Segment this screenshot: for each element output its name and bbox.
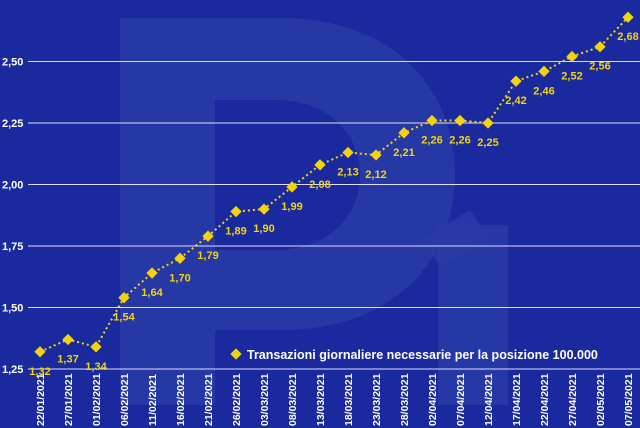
x-tick-label: 28/03/2021 [399,373,411,426]
legend: Transazioni giornaliere necessarie per l… [230,348,598,362]
data-point [258,203,270,215]
data-point [90,341,102,353]
data-label: 2,42 [505,95,526,107]
data-label: 1,64 [141,287,163,299]
x-tick-label: 23/03/2021 [371,373,383,426]
x-tick-label: 17/04/2021 [511,373,523,426]
data-label: 2,26 [421,135,442,147]
x-tick-label: 07/05/2021 [623,373,635,426]
data-point [538,65,550,77]
x-tick-label: 06/02/2021 [119,373,131,426]
data-label: 2,25 [477,137,498,149]
x-tick-label: 07/04/2021 [455,373,467,426]
x-axis: 22/01/2021 27/01/2021 01/02/2021 06/02/2021… [35,373,635,426]
data-label: 1,99 [281,201,302,213]
data-point [34,346,46,358]
x-tick-label: 21/02/2021 [203,373,215,426]
data-label: 1,79 [197,250,218,262]
data-point [314,159,326,171]
data-label: 1,37 [57,353,78,365]
legend-marker [230,348,242,360]
x-tick-label: 26/02/2021 [231,373,243,426]
data-label: 1,54 [113,312,135,324]
x-tick-label: 22/04/2021 [539,373,551,426]
data-label: 2,46 [533,85,554,97]
data-label: 2,68 [617,31,638,43]
data-label: 1,90 [253,223,274,235]
x-tick-label: 12/04/2021 [483,373,495,426]
data-point [398,127,410,139]
x-tick-label: 13/03/2021 [315,373,327,426]
data-label: 1,34 [85,361,107,373]
data-point [286,181,298,193]
watermark-logo [120,18,508,405]
data-point [146,267,158,279]
data-label: 1,70 [169,272,190,284]
data-point [174,252,186,264]
data-point [62,333,74,346]
x-tick-label: 02/05/2021 [595,373,607,426]
y-axis: 1,25 1,50 1,75 2,00 2,25 2,50 [2,57,23,377]
y-tick-label: 1,75 [2,241,23,253]
data-label: 2,12 [365,169,386,181]
data-label: 2,13 [337,167,358,179]
data-point [482,117,494,129]
data-label: 1,89 [225,226,246,238]
legend-label: Transazioni giornaliere necessarie per l… [247,348,598,362]
x-tick-label: 18/03/2021 [343,373,355,426]
gridlines [28,61,640,370]
data-point [230,205,242,218]
data-point [594,41,606,53]
x-tick-label: 27/01/2021 [63,373,75,426]
y-tick-label: 2,50 [2,57,23,69]
y-tick-label: 2,25 [2,118,23,130]
x-tick-label: 08/03/2021 [287,373,299,426]
data-point [454,114,466,127]
data-label: 2,26 [449,135,470,147]
data-point [566,50,578,63]
y-tick-label: 2,00 [2,180,23,192]
x-tick-label: 02/04/2021 [427,373,439,426]
x-tick-label: 16/02/2021 [175,373,187,426]
data-point [342,146,354,159]
data-label: 2,21 [393,147,414,159]
data-point [202,230,214,242]
x-tick-label: 03/03/2021 [259,373,271,426]
x-tick-label: 27/04/2021 [567,373,579,426]
y-tick-label: 1,25 [2,364,23,376]
x-tick-label: 11/02/2021 [147,374,159,426]
x-tick-label: 01/02/2021 [91,373,103,426]
data-label: 2,52 [561,71,582,83]
y-tick-label: 1,50 [2,303,23,315]
data-label: 2,08 [309,179,330,191]
data-label: 1,32 [29,366,50,378]
data-label: 2,56 [589,61,610,73]
data-point [510,75,522,87]
x-tick-label: 22/01/2021 [35,373,47,426]
data-point [370,149,382,161]
